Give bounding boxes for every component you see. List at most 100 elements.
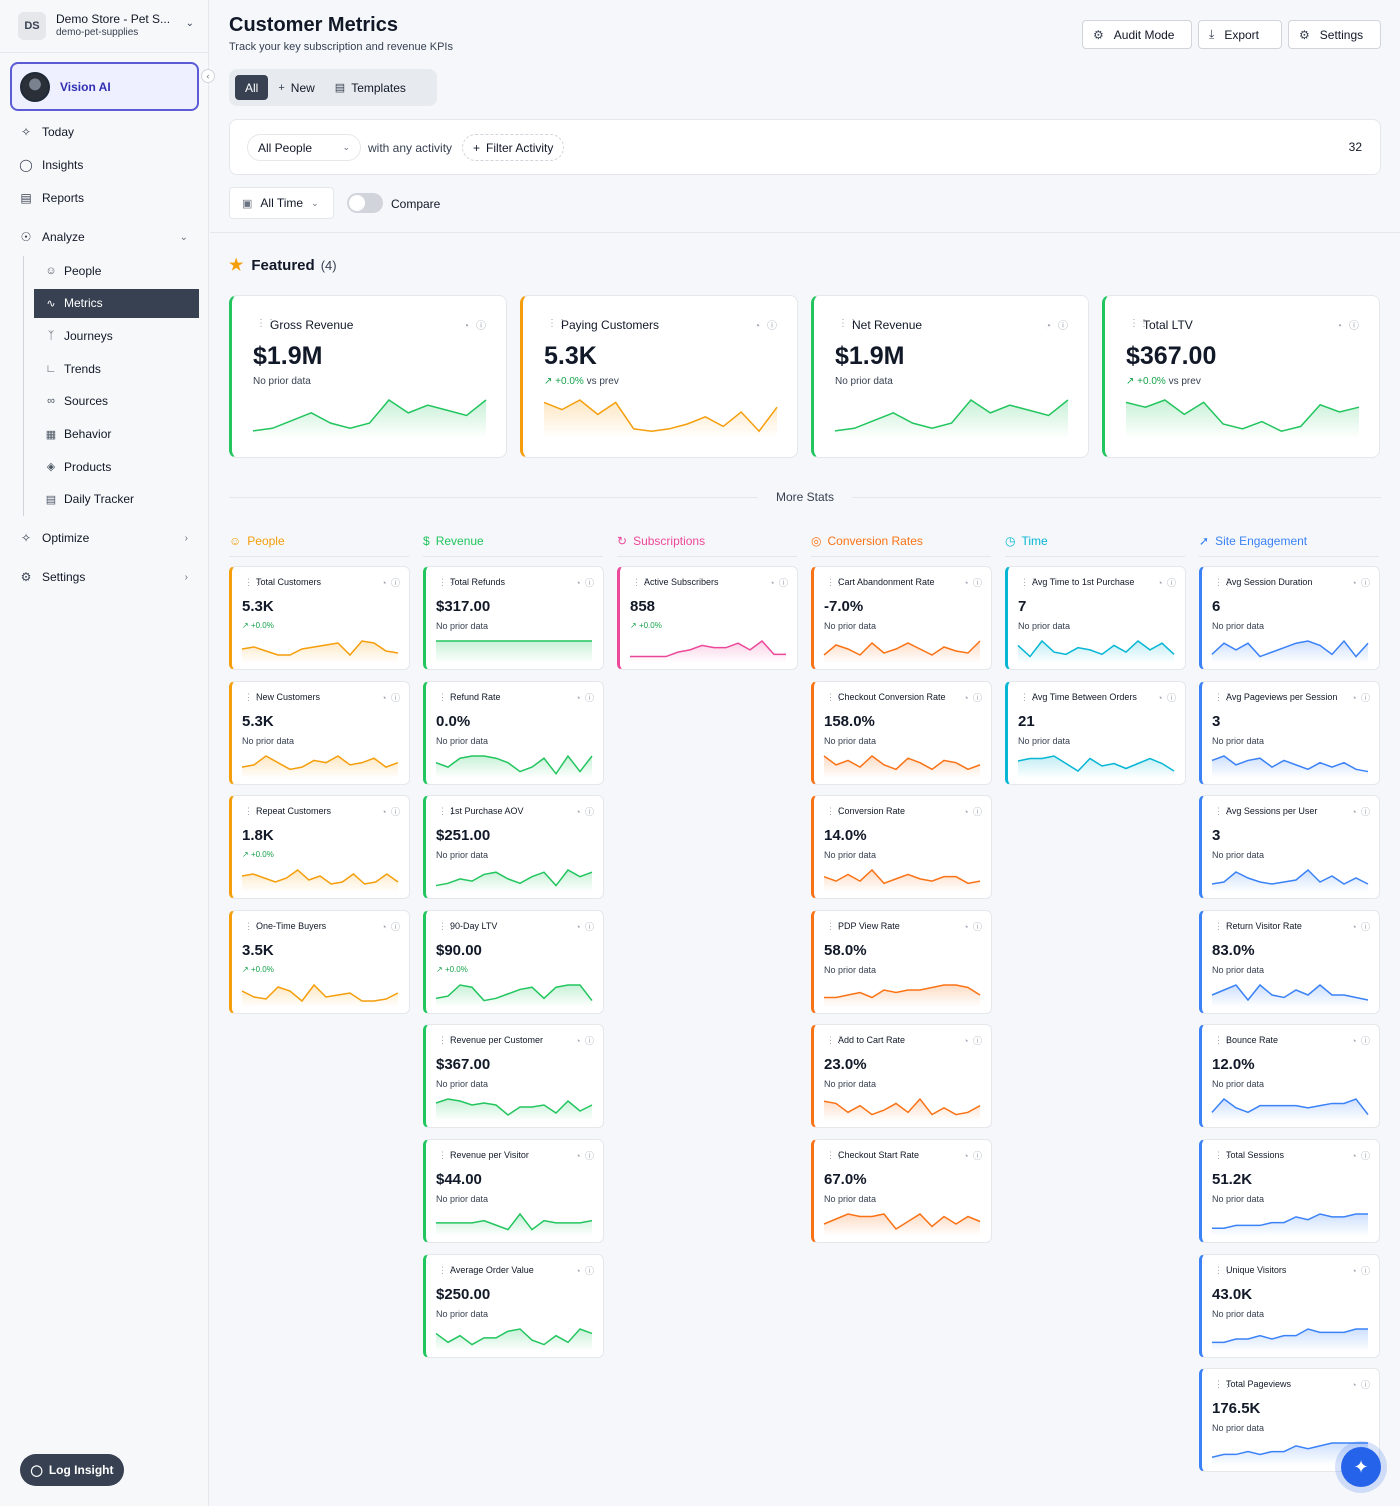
drag-handle-icon[interactable]: ⋮⋮ bbox=[1214, 806, 1232, 817]
store-switcher[interactable]: DS Demo Store - Pet S... demo-pet-suppli… bbox=[18, 12, 198, 40]
drag-handle-icon[interactable]: ⋮⋮ bbox=[838, 318, 858, 329]
metric-card-avg-time-to-1st-purchase[interactable]: ⋮⋮ Avg Time to 1st Purchase ◔ ⓘ 7 No prior d… bbox=[1005, 566, 1186, 670]
info-icon[interactable]: ◔ ⓘ bbox=[963, 692, 983, 703]
drag-handle-icon[interactable]: ⋮⋮ bbox=[244, 691, 262, 702]
drag-handle-icon[interactable]: ⋮⋮ bbox=[1214, 577, 1232, 587]
drag-handle-icon[interactable]: ⋮⋮ bbox=[1020, 691, 1038, 702]
drag-handle-icon[interactable]: ⋮⋮ bbox=[826, 806, 844, 817]
metric-card-avg-sessions-per-user[interactable]: ⋮⋮ Avg Sessions per User ◔ ⓘ 3 No prior data bbox=[1199, 795, 1380, 900]
settings-button[interactable]: ⚙ Settings bbox=[1288, 20, 1381, 49]
nav-optimize[interactable]: ✧ Optimize › bbox=[18, 525, 198, 551]
drag-handle-icon[interactable]: ⋮⋮ bbox=[1214, 1035, 1232, 1046]
metric-card-checkout-start-rate[interactable]: ⋮⋮ Checkout Start Rate ◔ ⓘ 67.0% No prior da… bbox=[811, 1139, 992, 1243]
nav-today[interactable]: ✧ Today bbox=[18, 119, 198, 145]
metric-card-avg-time-between-orders[interactable]: ⋮⋮ Avg Time Between Orders ◔ ⓘ 21 No prior d… bbox=[1005, 680, 1186, 785]
metric-card-active-subscribers[interactable]: ⋮⋮ Active Subscribers ◔ ⓘ 858 ↗ +0.0% bbox=[617, 566, 798, 670]
time-range-select[interactable]: ▣ All Time ⌄ bbox=[229, 187, 334, 219]
info-icon[interactable]: ◔ ⓘ bbox=[575, 692, 595, 703]
metric-card-total-refunds[interactable]: ⋮⋮ Total Refunds ◔ ⓘ $317.00 No prior data bbox=[423, 566, 604, 670]
metric-card-avg-pageviews-per-session[interactable]: ⋮⋮ Avg Pageviews per Session ◔ ⓘ 3 No prior … bbox=[1199, 680, 1380, 785]
drag-handle-icon[interactable]: ⋮⋮ bbox=[438, 1264, 456, 1275]
metric-card-refund-rate[interactable]: ⋮⋮ Refund Rate ◔ ⓘ 0.0% No prior data bbox=[423, 680, 604, 785]
info-icon[interactable]: ◔ ⓘ bbox=[963, 1151, 983, 1161]
metric-card-1st-purchase-aov[interactable]: ⋮⋮ 1st Purchase AOV ◔ ⓘ $251.00 No prior dat… bbox=[423, 795, 604, 900]
info-icon[interactable]: ◔ ⓘ bbox=[1351, 1380, 1371, 1391]
info-icon[interactable]: ◔ ⓘ bbox=[1351, 1036, 1371, 1047]
info-icon[interactable]: ◔ ⓘ bbox=[575, 1036, 595, 1047]
drag-handle-icon[interactable]: ⋮⋮ bbox=[547, 318, 567, 329]
info-icon[interactable]: ◔ ⓘ bbox=[769, 578, 789, 588]
metric-card-checkout-conversion-rate[interactable]: ⋮⋮ Checkout Conversion Rate ◔ ⓘ 158.0% No pr… bbox=[811, 680, 992, 785]
drag-handle-icon[interactable]: ⋮⋮ bbox=[244, 806, 262, 817]
sidebar-item-products[interactable]: ◈ Products bbox=[34, 452, 199, 481]
vision-ai-button[interactable]: Vision AI bbox=[10, 62, 199, 111]
sidebar-item-trends[interactable]: ∟ Trends bbox=[34, 354, 199, 383]
metric-card-revenue-per-visitor[interactable]: ⋮⋮ Revenue per Visitor ◔ ⓘ $44.00 No prior d… bbox=[423, 1139, 604, 1243]
info-icon[interactable]: ◔ ⓘ bbox=[381, 578, 401, 588]
sidebar-item-sources[interactable]: ∞ Sources bbox=[34, 387, 199, 416]
metric-card-new-customers[interactable]: ⋮⋮ New Customers ◔ ⓘ 5.3K No prior data bbox=[229, 680, 410, 785]
info-icon[interactable]: ◔ ⓘ bbox=[754, 321, 779, 332]
info-icon[interactable]: ◔ ⓘ bbox=[1351, 692, 1371, 703]
sidebar-item-daily-tracker[interactable]: ▤ Daily Tracker bbox=[34, 485, 199, 514]
metric-card-total-sessions[interactable]: ⋮⋮ Total Sessions ◔ ⓘ 51.2K No prior data bbox=[1199, 1139, 1380, 1243]
info-icon[interactable]: ◔ ⓘ bbox=[1157, 578, 1177, 588]
metric-card-average-order-value[interactable]: ⋮⋮ Average Order Value ◔ ⓘ $250.00 No prior … bbox=[423, 1253, 604, 1358]
metric-card-one-time-buyers[interactable]: ⋮⋮ One-Time Buyers ◔ ⓘ 3.5K ↗ +0.0% bbox=[229, 909, 410, 1014]
tab-new[interactable]: + New bbox=[268, 75, 324, 100]
export-button[interactable]: ⤓ Export bbox=[1198, 20, 1282, 49]
drag-handle-icon[interactable]: ⋮⋮ bbox=[826, 577, 844, 587]
metric-card-bounce-rate[interactable]: ⋮⋮ Bounce Rate ◔ ⓘ 12.0% No prior data bbox=[1199, 1024, 1380, 1129]
metric-card-cart-abandonment-rate[interactable]: ⋮⋮ Cart Abandonment Rate ◔ ⓘ -7.0% No prior … bbox=[811, 566, 992, 670]
tab-all[interactable]: All bbox=[235, 75, 269, 100]
metric-card-repeat-customers[interactable]: ⋮⋮ Repeat Customers ◔ ⓘ 1.8K ↗ +0.0% bbox=[229, 795, 410, 900]
drag-handle-icon[interactable]: ⋮⋮ bbox=[256, 318, 276, 329]
drag-handle-icon[interactable]: ⋮⋮ bbox=[1020, 577, 1038, 587]
sidebar-item-behavior[interactable]: ▦ Behavior bbox=[34, 420, 199, 449]
info-icon[interactable]: ◔ ⓘ bbox=[963, 807, 983, 818]
metric-card-add-to-cart-rate[interactable]: ⋮⋮ Add to Cart Rate ◔ ⓘ 23.0% No prior data bbox=[811, 1024, 992, 1129]
info-icon[interactable]: ◔ ⓘ bbox=[381, 807, 401, 818]
compare-toggle[interactable] bbox=[347, 193, 383, 213]
info-icon[interactable]: ◔ ⓘ bbox=[1351, 1151, 1371, 1161]
metric-card-pdp-view-rate[interactable]: ⋮⋮ PDP View Rate ◔ ⓘ 58.0% No prior data bbox=[811, 909, 992, 1014]
collapse-sidebar-button[interactable]: ‹ bbox=[201, 69, 215, 83]
info-icon[interactable]: ◔ ⓘ bbox=[1351, 807, 1371, 818]
drag-handle-icon[interactable]: ⋮⋮ bbox=[1214, 691, 1232, 702]
tab-templates[interactable]: ▤ Templates bbox=[325, 75, 416, 100]
sidebar-item-journeys[interactable]: ᛉ Journeys bbox=[34, 321, 199, 350]
drag-handle-icon[interactable]: ⋮⋮ bbox=[438, 806, 456, 817]
info-icon[interactable]: ◔ ⓘ bbox=[575, 578, 595, 588]
drag-handle-icon[interactable]: ⋮⋮ bbox=[1214, 1264, 1232, 1275]
featured-card-paying-customers[interactable]: ⋮⋮ Paying Customers ◔ ⓘ 5.3K ↗ +0.0% vs prev bbox=[520, 295, 798, 458]
nav-analyze[interactable]: ☉ Analyze ⌄ bbox=[18, 224, 198, 250]
drag-handle-icon[interactable]: ⋮⋮ bbox=[632, 577, 650, 587]
metric-card-avg-session-duration[interactable]: ⋮⋮ Avg Session Duration ◔ ⓘ 6 No prior data bbox=[1199, 566, 1380, 670]
info-icon[interactable]: ◔ ⓘ bbox=[963, 1036, 983, 1047]
info-icon[interactable]: ◔ ⓘ bbox=[1351, 578, 1371, 588]
drag-handle-icon[interactable]: ⋮⋮ bbox=[1129, 318, 1149, 329]
info-icon[interactable]: ◔ ⓘ bbox=[575, 1265, 595, 1276]
ai-assistant-button[interactable]: ✦ bbox=[1341, 1447, 1381, 1487]
drag-handle-icon[interactable]: ⋮⋮ bbox=[438, 920, 456, 931]
drag-handle-icon[interactable]: ⋮⋮ bbox=[244, 920, 262, 931]
drag-handle-icon[interactable]: ⋮⋮ bbox=[1214, 920, 1232, 931]
info-icon[interactable]: ◔ ⓘ bbox=[381, 921, 401, 932]
info-icon[interactable]: ◔ ⓘ bbox=[575, 921, 595, 932]
info-icon[interactable]: ◔ ⓘ bbox=[1045, 321, 1070, 332]
drag-handle-icon[interactable]: ⋮⋮ bbox=[438, 1035, 456, 1046]
metric-card-90-day-ltv[interactable]: ⋮⋮ 90-Day LTV ◔ ⓘ $90.00 ↗ +0.0% bbox=[423, 909, 604, 1014]
drag-handle-icon[interactable]: ⋮⋮ bbox=[826, 1150, 844, 1160]
filter-activity-button[interactable]: + Filter Activity bbox=[462, 134, 565, 161]
drag-handle-icon[interactable]: ⋮⋮ bbox=[1214, 1379, 1232, 1390]
drag-handle-icon[interactable]: ⋮⋮ bbox=[438, 577, 456, 587]
info-icon[interactable]: ◔ ⓘ bbox=[381, 692, 401, 703]
featured-card-gross-revenue[interactable]: ⋮⋮ Gross Revenue ◔ ⓘ $1.9M No prior data bbox=[229, 295, 507, 458]
drag-handle-icon[interactable]: ⋮⋮ bbox=[438, 691, 456, 702]
nav-settings[interactable]: ⚙ Settings › bbox=[18, 564, 198, 590]
info-icon[interactable]: ◔ ⓘ bbox=[1351, 921, 1371, 932]
nav-reports[interactable]: ▤ Reports bbox=[18, 185, 198, 211]
drag-handle-icon[interactable]: ⋮⋮ bbox=[1214, 1150, 1232, 1160]
drag-handle-icon[interactable]: ⋮⋮ bbox=[826, 691, 844, 702]
drag-handle-icon[interactable]: ⋮⋮ bbox=[826, 1035, 844, 1046]
